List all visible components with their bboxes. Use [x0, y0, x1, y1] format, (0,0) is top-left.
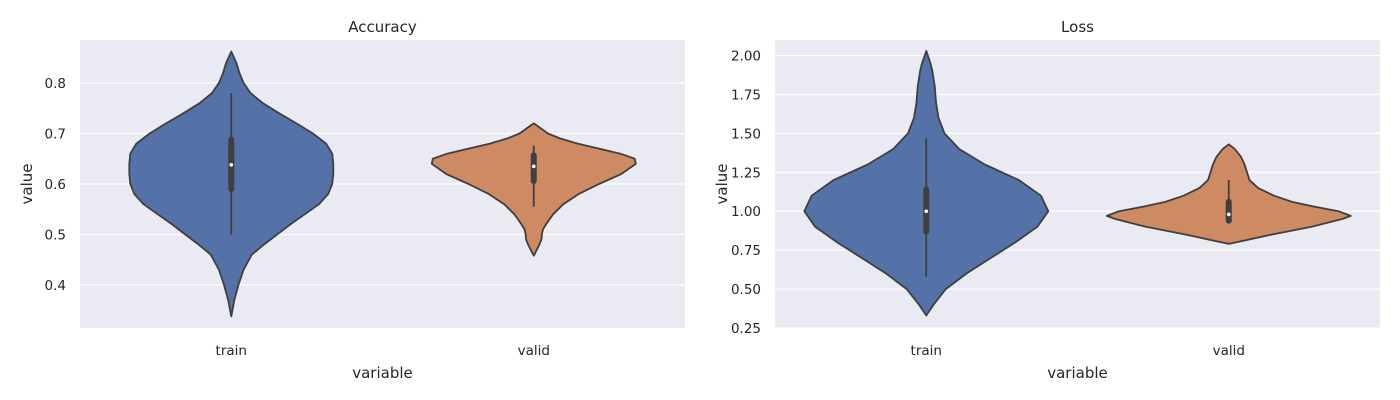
median-dot-train [924, 209, 929, 214]
median-dot-valid [1226, 212, 1231, 217]
x-tick-label: valid [518, 343, 550, 359]
accuracy-panel: 0.4 0.5 0.6 0.7 0.8 train valid Accuracy variabl… [18, 18, 685, 382]
x-tick-label: valid [1213, 343, 1245, 359]
chart-title: Loss [1061, 18, 1094, 36]
x-axis-label: variable [352, 364, 413, 382]
median-dot-valid [531, 164, 536, 169]
x-tick-label: train [216, 343, 247, 359]
y-tick-label: 1.75 [731, 87, 761, 103]
y-tick-label: 0.50 [731, 282, 761, 298]
y-tick-label: 0.5 [45, 228, 66, 244]
x-tick-label: train [911, 343, 942, 359]
y-tick-label: 0.4 [45, 278, 66, 294]
y-tick-label: 2.00 [731, 49, 761, 65]
y-tick-label: 0.8 [45, 76, 66, 92]
loss-panel: 0.25 0.50 0.75 1.00 1.25 1.50 1.75 2.00 train val… [713, 18, 1380, 382]
y-tick-label: 0.75 [731, 243, 761, 259]
y-tick-label: 1.50 [731, 126, 761, 142]
chart-title: Accuracy [348, 18, 417, 36]
y-tick-label: 0.7 [45, 126, 66, 142]
y-tick-label: 0.25 [731, 321, 761, 337]
median-dot-train [229, 163, 234, 167]
y-axis-label: value [713, 164, 731, 205]
y-axis-label: value [18, 164, 36, 205]
y-tick-label: 1.25 [731, 165, 761, 181]
y-tick-label: 0.6 [45, 177, 66, 193]
x-axis-label: variable [1047, 364, 1108, 382]
y-tick-label: 1.00 [731, 204, 761, 220]
